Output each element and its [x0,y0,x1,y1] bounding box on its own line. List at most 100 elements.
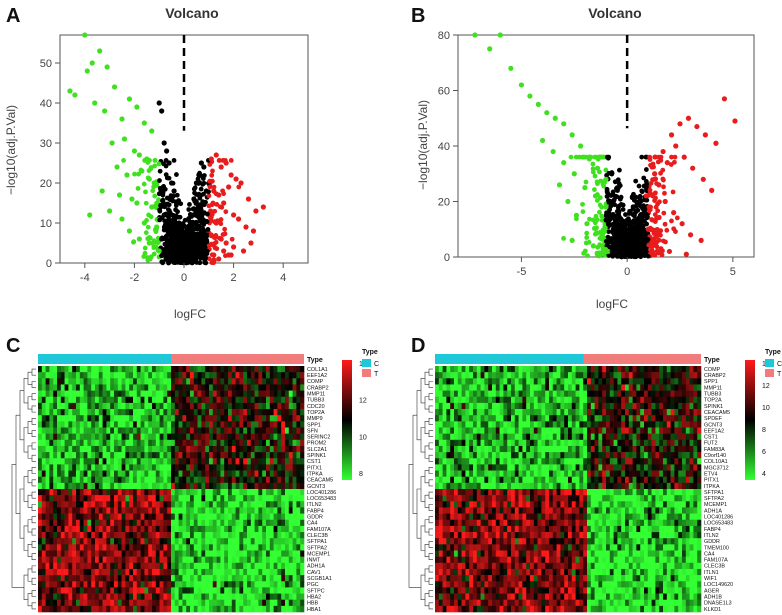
heatmap-cell [152,568,157,576]
heatmap-cell [102,489,107,496]
point-up [732,118,738,124]
y-tick-label: 80 [438,30,450,42]
heatmap-cell [258,445,263,453]
heatmap-cell [220,372,225,379]
type-legend-label: T [374,371,379,378]
heatmap-cell [41,489,46,496]
heatmap-cell [144,421,149,428]
heatmap-cell [121,605,126,613]
heatmap-cell [83,519,88,527]
heatmap-cell [560,366,565,373]
heatmap-cell [205,544,210,551]
heatmap-cell [269,433,274,441]
heatmap-cell [76,550,81,557]
heatmap-cell [83,525,88,533]
cloud-point [182,233,187,239]
heatmap-cell [60,458,65,465]
heatmap-cell [140,464,145,471]
heatmap-cell [167,556,172,564]
point-up [652,171,658,177]
heatmap-cell [186,470,191,477]
point-down [582,185,588,191]
heatmap-cell [60,562,65,570]
heatmap-cell [281,409,286,416]
heatmap-cell [273,501,278,508]
heatmap-cell [285,470,290,477]
panel-letter-d: D [411,335,425,357]
x-tick-label: -2 [130,272,140,284]
x-tick-label: 5 [730,266,736,278]
cloud-point [156,161,162,167]
heatmap-cell [220,562,225,570]
point-down [592,193,599,199]
heatmap-cell [106,525,111,533]
heatmap-cell [106,605,111,613]
heatmap-cell [49,476,54,484]
heatmap-cell [254,575,259,582]
heatmap-cell [144,464,149,471]
heatmap-cell [239,489,244,496]
heatmap-cell [91,464,96,471]
heatmap-cell [473,366,478,373]
heatmap-cell [167,599,172,607]
series-down [67,32,162,254]
heatmap-cell [174,495,179,502]
heatmap-cell [262,562,267,570]
heatmap-cell [152,372,157,379]
heatmap-cell [250,439,255,447]
heatmap-cell [640,366,645,373]
heatmap-cell [174,396,179,404]
heatmap-cell [102,409,107,416]
heatmap-cell [231,489,236,496]
heatmap-cell [83,476,88,484]
heatmap-cell [83,605,88,613]
heatmap-cell [53,372,58,379]
heatmap-cell [269,470,274,477]
heatmap-cell [121,476,126,484]
heatmap-cell [87,452,92,459]
heatmap-cell [296,532,301,539]
heatmap-cell [76,599,81,607]
heatmap-cell [228,415,233,422]
heatmap-cell [98,593,103,600]
cloud-point [652,154,658,160]
heatmap-cell [235,427,240,434]
heatmap-cell [133,550,138,557]
heatmap-cell [231,605,236,613]
heatmap-cell [57,396,62,404]
gene-label: FAM107A [307,527,331,533]
heatmap-cell [117,568,122,576]
heatmap-cell [205,366,210,373]
heatmap-cell [167,470,172,477]
heatmap-cell [228,605,233,613]
heatmap-cell [41,464,46,471]
heatmap-cell [144,482,149,490]
heatmap-cell [95,384,100,391]
heatmap-cell [212,409,217,416]
heatmap-cell [129,458,134,465]
heatmap-cell [38,378,43,385]
heatmap-cell [258,372,263,379]
heatmap-cell [288,575,293,582]
heatmap-cell [216,568,221,576]
heatmap-cell [190,415,195,422]
volcano-a-title: Volcano [165,5,218,21]
heatmap-cell [60,384,65,391]
heatmap-cell [110,390,115,398]
heatmap-cell [171,372,176,379]
heatmap-cell [186,562,191,570]
heatmap-cell [152,532,157,539]
heatmap-cell [285,384,290,391]
heatmap-cell [45,439,50,447]
heatmap-cell [72,587,77,594]
heatmap-cell [174,605,179,613]
heatmap-cell [76,605,81,613]
cloud-point [136,171,141,177]
heatmap-cell [49,575,54,582]
heatmap-cell [193,550,198,557]
heatmap-cell [197,396,202,404]
heatmap-cell [117,593,122,600]
heatmap-cell [38,390,43,398]
heatmap-cell [292,550,297,557]
heatmap-cell [273,366,278,373]
